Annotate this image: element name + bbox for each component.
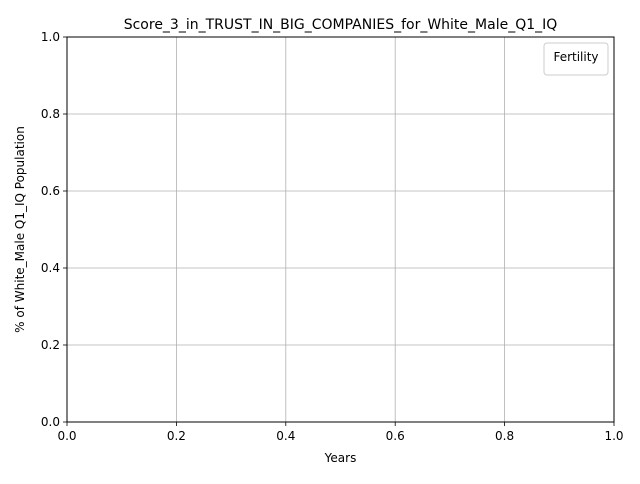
x-tick-label: 0.0	[57, 429, 76, 443]
legend: Fertility	[543, 42, 609, 76]
y-tick-label: 1.0	[41, 30, 60, 44]
x-tick-label: 0.4	[276, 429, 295, 443]
x-tick-label: 0.6	[386, 429, 405, 443]
grid-lines	[66, 36, 615, 423]
x-tick-label: 0.2	[167, 429, 186, 443]
y-tick-label: 0.6	[41, 184, 60, 198]
x-tick-label: 0.8	[495, 429, 514, 443]
y-tick-label: 0.0	[41, 415, 60, 429]
y-tick-label: 0.2	[41, 338, 60, 352]
y-tick-label: 0.4	[41, 261, 60, 275]
x-axis-ticks: 0.0 0.2 0.4 0.6 0.8 1.0	[57, 422, 624, 443]
x-axis-label: Years	[324, 451, 357, 465]
y-axis-label: % of White_Male Q1_IQ Population	[13, 126, 27, 333]
y-axis-ticks: 0.0 0.2 0.4 0.6 0.8 1.0	[41, 30, 67, 429]
chart-title: Score_3_in_TRUST_IN_BIG_COMPANIES_for_Wh…	[124, 17, 558, 33]
legend-box	[543, 42, 609, 76]
y-tick-label: 0.8	[41, 107, 60, 121]
axes-frame	[66, 36, 615, 423]
x-tick-label: 1.0	[604, 429, 623, 443]
legend-title: Fertility	[553, 50, 598, 64]
